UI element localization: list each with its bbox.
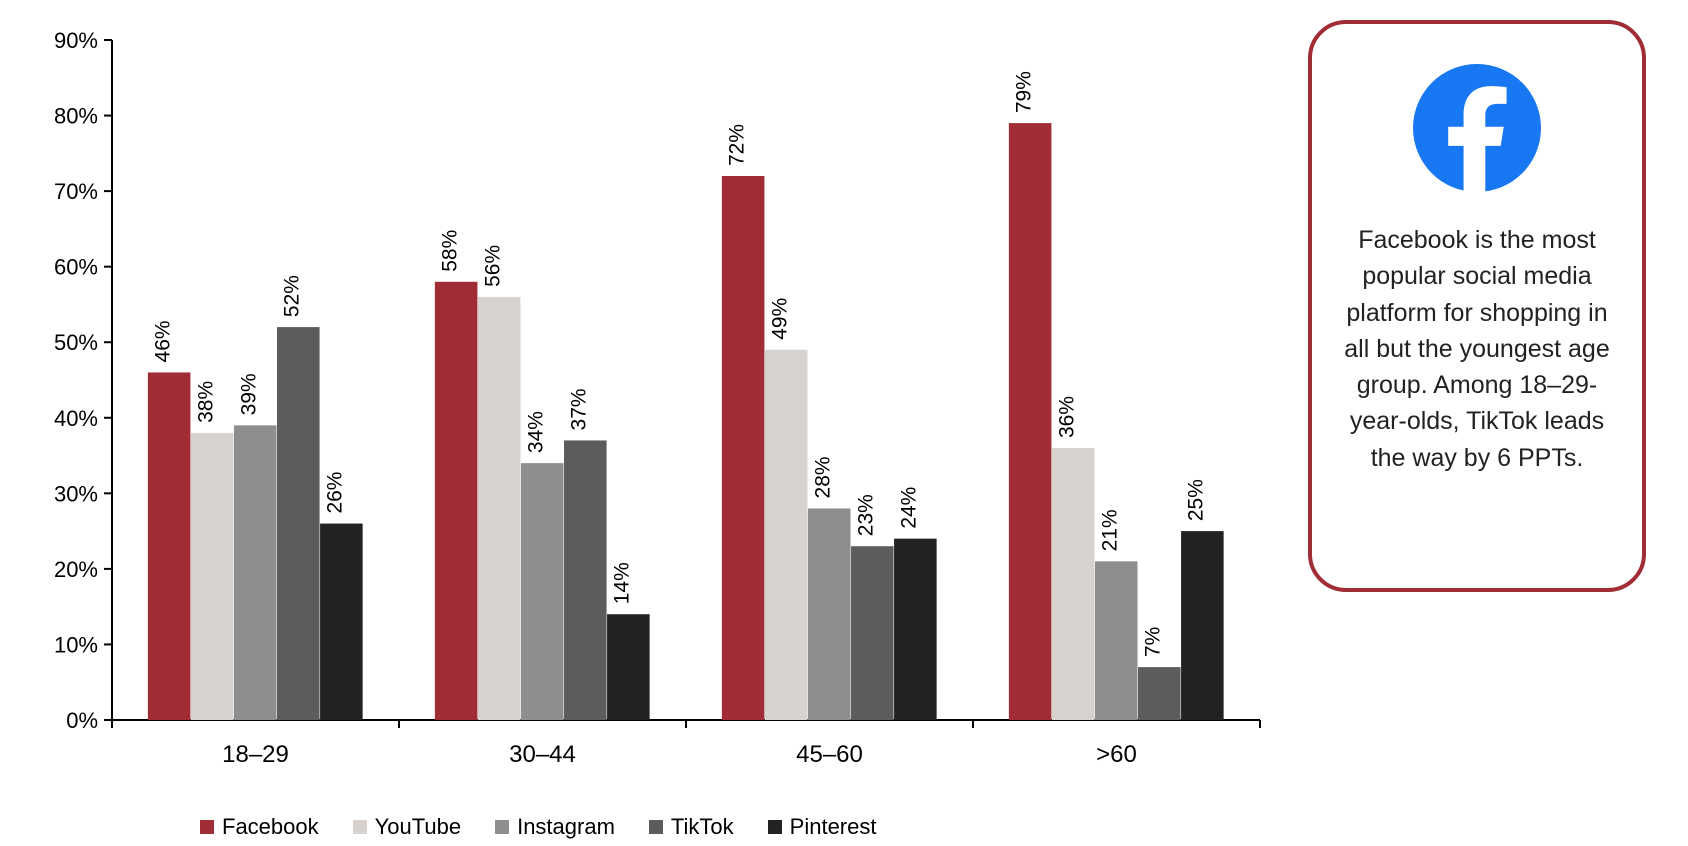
legend-swatch bbox=[649, 820, 663, 834]
legend-item: TikTok bbox=[649, 814, 734, 840]
bar bbox=[808, 508, 851, 720]
bar-value-label: 21% bbox=[1099, 509, 1122, 551]
bar-value-label: 79% bbox=[1012, 71, 1035, 113]
legend: Facebook YouTube Instagram TikTok Pinterest bbox=[200, 814, 876, 840]
bar-chart-svg: 0% 10% 20% 30% 40% 50% 60% 70% 80% 90% 18–29 46% 38%… bbox=[20, 20, 1280, 840]
y-tick-label: 50% bbox=[54, 330, 98, 355]
bar bbox=[234, 425, 277, 720]
bar bbox=[851, 546, 894, 720]
bar bbox=[1138, 667, 1181, 720]
category-label: 45–60 bbox=[796, 741, 863, 768]
legend-item: Instagram bbox=[495, 814, 615, 840]
bar bbox=[1181, 531, 1224, 720]
legend-label: TikTok bbox=[671, 814, 734, 840]
bar bbox=[722, 176, 765, 720]
category-label: >60 bbox=[1096, 741, 1137, 768]
bar-value-label: 52% bbox=[281, 275, 304, 317]
bar bbox=[277, 327, 320, 720]
legend-label: Instagram bbox=[517, 814, 615, 840]
legend-item: YouTube bbox=[353, 814, 461, 840]
legend-label: Pinterest bbox=[790, 814, 877, 840]
bar-value-label: 36% bbox=[1055, 396, 1078, 438]
y-tick-label: 0% bbox=[66, 708, 98, 733]
y-tick-label: 90% bbox=[54, 28, 98, 53]
bar-value-label: 58% bbox=[438, 230, 461, 272]
callout-caption: Facebook is the most popular social medi… bbox=[1340, 222, 1614, 476]
bar-value-label: 38% bbox=[194, 381, 217, 423]
callout-card: Facebook is the most popular social medi… bbox=[1308, 20, 1646, 592]
bar bbox=[1009, 123, 1052, 720]
y-tick-label: 20% bbox=[54, 557, 98, 582]
category-label: 18–29 bbox=[222, 741, 289, 768]
bar bbox=[320, 524, 363, 720]
bar-value-label: 46% bbox=[151, 320, 174, 362]
y-tick-label: 10% bbox=[54, 632, 98, 657]
legend-swatch bbox=[353, 820, 367, 834]
legend-swatch bbox=[200, 820, 214, 834]
bar-value-label: 14% bbox=[611, 562, 634, 604]
legend-item: Pinterest bbox=[768, 814, 877, 840]
y-tick-label: 30% bbox=[54, 481, 98, 506]
bar bbox=[478, 297, 521, 720]
bar-value-label: 37% bbox=[568, 388, 591, 430]
y-tick-label: 70% bbox=[54, 179, 98, 204]
category-label: 30–44 bbox=[509, 741, 576, 768]
bar bbox=[435, 282, 478, 720]
bar-value-label: 28% bbox=[812, 456, 835, 498]
y-tick-label: 40% bbox=[54, 406, 98, 431]
legend-label: YouTube bbox=[375, 814, 461, 840]
bar-value-label: 34% bbox=[525, 411, 548, 453]
legend-swatch bbox=[495, 820, 509, 834]
bar bbox=[1095, 561, 1138, 720]
bar-value-label: 56% bbox=[481, 245, 504, 287]
bar-value-label: 25% bbox=[1185, 479, 1208, 521]
facebook-icon bbox=[1413, 64, 1541, 192]
bar-value-label: 72% bbox=[725, 124, 748, 166]
y-tick-label: 80% bbox=[54, 104, 98, 129]
bar-value-label: 24% bbox=[898, 487, 921, 529]
y-tick-label: 60% bbox=[54, 255, 98, 280]
bar-chart: 0% 10% 20% 30% 40% 50% 60% 70% 80% 90% 18–29 46% 38%… bbox=[20, 20, 1280, 840]
bar-value-label: 7% bbox=[1142, 627, 1165, 657]
chart-container: 0% 10% 20% 30% 40% 50% 60% 70% 80% 90% 18–29 46% 38%… bbox=[0, 0, 1688, 846]
bar bbox=[607, 614, 650, 720]
bar-value-label: 23% bbox=[855, 494, 878, 536]
bar bbox=[148, 372, 191, 720]
bar-value-label: 39% bbox=[238, 373, 261, 415]
bar-value-label: 26% bbox=[324, 472, 347, 514]
bar bbox=[765, 350, 808, 720]
bar bbox=[1052, 448, 1095, 720]
bar bbox=[564, 440, 607, 720]
legend-swatch bbox=[768, 820, 782, 834]
legend-item: Facebook bbox=[200, 814, 319, 840]
bar bbox=[521, 463, 564, 720]
bar-value-label: 49% bbox=[768, 298, 791, 340]
bar bbox=[894, 539, 937, 720]
legend-label: Facebook bbox=[222, 814, 319, 840]
bar bbox=[191, 433, 234, 720]
